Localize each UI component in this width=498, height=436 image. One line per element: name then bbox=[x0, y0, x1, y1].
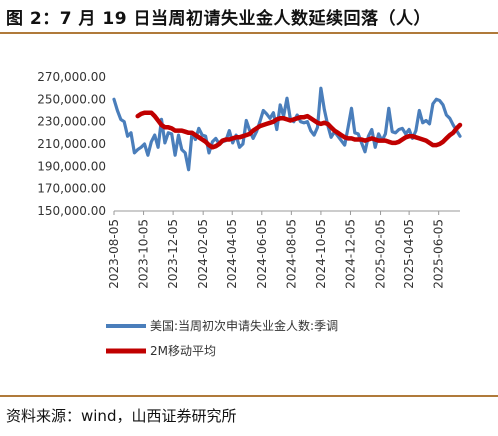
x-tick-label: 2024-02-05 bbox=[196, 219, 210, 289]
plot-area bbox=[112, 86, 463, 172]
y-axis: 150,000.00 170,000.00 190,000.00 210,000.00… bbox=[37, 70, 106, 218]
x-tick-label: 2024-06-05 bbox=[255, 219, 269, 289]
legend-label-ma: 2M移动平均 bbox=[150, 344, 216, 358]
source-rule bbox=[0, 395, 498, 397]
x-tick-label: 2023-12-05 bbox=[166, 219, 180, 289]
x-tick-label: 2025-04-05 bbox=[402, 219, 416, 289]
line-chart: 150,000.00 170,000.00 190,000.00 210,000.00… bbox=[37, 70, 463, 358]
x-tick-label: 2024-10-05 bbox=[314, 219, 328, 289]
y-tick-label: 230,000.00 bbox=[37, 115, 106, 129]
series-line-ma bbox=[135, 110, 463, 150]
legend: 美国:当周初次申请失业金人数:季调 2M移动平均 bbox=[106, 318, 338, 358]
x-tick-label: 2025-06-05 bbox=[432, 219, 446, 289]
x-tick-label: 2024-12-05 bbox=[343, 219, 357, 289]
x-axis: 2023-08-05 2023-10-05 2023-12-05 2024-02-05… bbox=[107, 210, 460, 289]
x-tick-label: 2024-04-05 bbox=[225, 219, 239, 289]
y-tick-label: 150,000.00 bbox=[37, 204, 106, 218]
y-tick-label: 170,000.00 bbox=[37, 182, 106, 196]
y-tick-label: 250,000.00 bbox=[37, 92, 106, 106]
y-tick-label: 270,000.00 bbox=[37, 70, 106, 84]
y-tick-label: 190,000.00 bbox=[37, 159, 106, 173]
x-tick-label: 2024-08-05 bbox=[284, 219, 298, 289]
y-tick-label: 210,000.00 bbox=[37, 137, 106, 151]
x-tick-label: 2023-10-05 bbox=[137, 219, 151, 289]
x-tick-label: 2023-08-05 bbox=[107, 219, 121, 289]
source-note: 资料来源：wind，山西证券研究所 bbox=[6, 407, 237, 425]
title-rule bbox=[0, 32, 498, 34]
series-line-raw bbox=[112, 86, 462, 172]
x-tick-label: 2025-02-05 bbox=[374, 219, 388, 289]
legend-label-raw: 美国:当周初次申请失业金人数:季调 bbox=[150, 318, 338, 333]
figure-title: 图 2：7 月 19 日当周初请失业金人数延续回落（人） bbox=[6, 9, 431, 29]
